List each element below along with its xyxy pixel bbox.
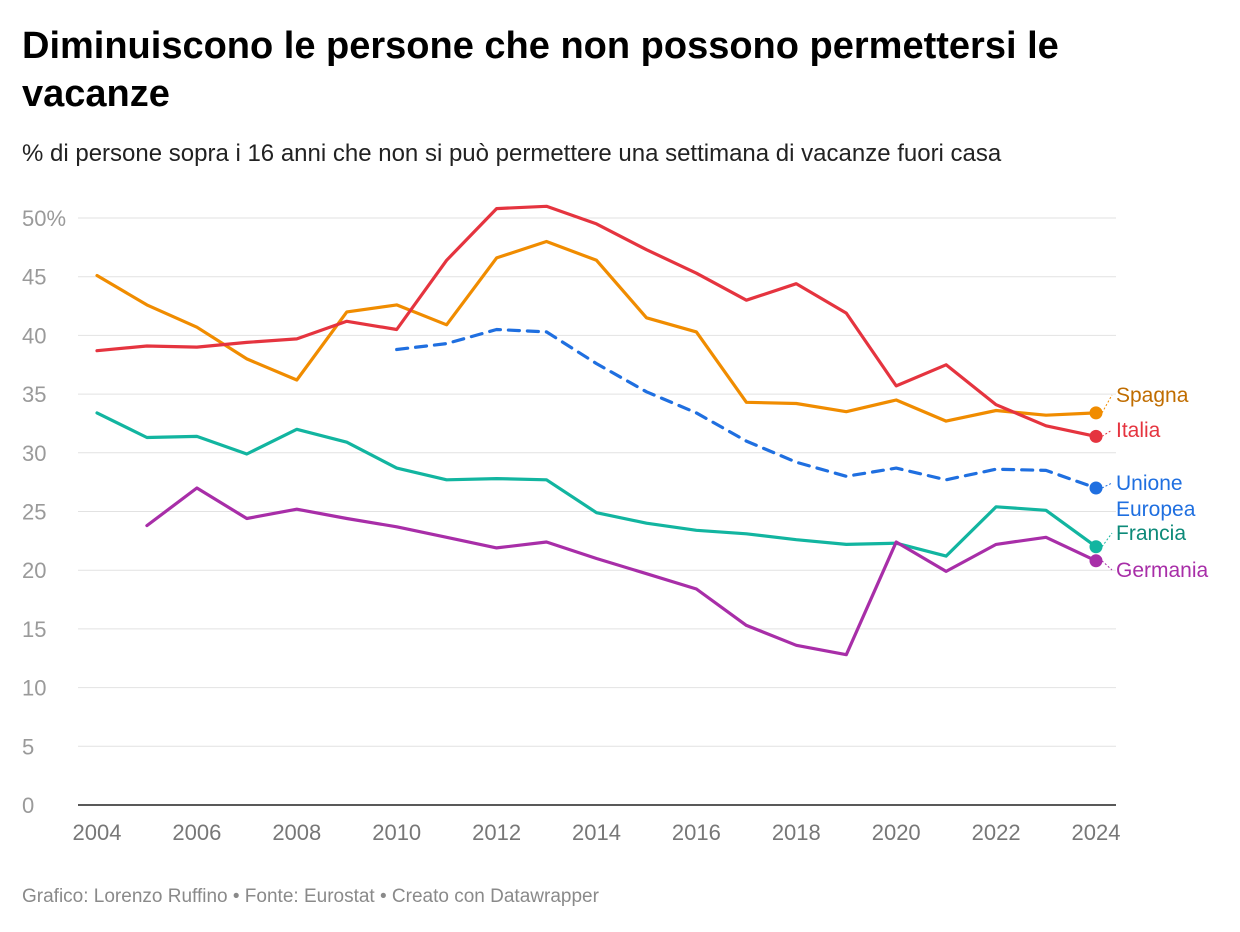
x-tick-label: 2004 bbox=[73, 820, 122, 845]
end-point-italia bbox=[1089, 429, 1103, 443]
label-connector bbox=[1101, 560, 1113, 571]
series-label-unione-europea: Unione bbox=[1116, 472, 1183, 495]
label-connector bbox=[1101, 429, 1113, 437]
x-tick-label: 2016 bbox=[672, 820, 721, 845]
series-label-italia: Italia bbox=[1116, 419, 1161, 442]
series-line-germania bbox=[145, 486, 1098, 657]
x-axis-ticks: 2004 2006 2008 2010 2012 2014 2016 2018 2020 2022… bbox=[73, 820, 1121, 845]
y-axis-ticks: 0 5 10 15 20 25 30 35 40 45 50% bbox=[22, 206, 66, 818]
series-line-spagna bbox=[95, 239, 1098, 423]
end-point-unione-europea bbox=[1089, 481, 1103, 495]
y-tick-label: 30 bbox=[22, 441, 46, 466]
chart-title: Diminuiscono le persone che non possono … bbox=[22, 25, 1059, 115]
x-tick-label: 2010 bbox=[372, 820, 421, 845]
series-line-italia bbox=[95, 204, 1098, 438]
x-tick-label: 2018 bbox=[772, 820, 821, 845]
series-label-germania: Germania bbox=[1116, 559, 1209, 582]
series-label-unione-europea: Europea bbox=[1116, 498, 1196, 521]
y-tick-label: 15 bbox=[22, 617, 46, 642]
source-footer: Grafico: Lorenzo Ruffino • Fonte: Eurost… bbox=[22, 886, 599, 907]
y-tick-label: 50% bbox=[22, 206, 66, 231]
label-connector bbox=[1101, 482, 1113, 489]
y-tick-label: 25 bbox=[22, 500, 46, 525]
series-label-francia: Francia bbox=[1116, 522, 1186, 545]
end-point-francia bbox=[1089, 540, 1103, 554]
x-tick-label: 2022 bbox=[972, 820, 1021, 845]
x-tick-label: 2020 bbox=[872, 820, 921, 845]
series-line-francia bbox=[95, 411, 1098, 558]
y-tick-label: 5 bbox=[22, 734, 34, 759]
series-line-unione-europea bbox=[395, 327, 1098, 490]
y-tick-label: 0 bbox=[22, 793, 34, 818]
label-connector bbox=[1101, 532, 1113, 548]
y-tick-label: 10 bbox=[22, 676, 46, 701]
end-point-germania bbox=[1089, 554, 1103, 568]
chart-subtitle: % di persone sopra i 16 anni che non si … bbox=[22, 140, 1002, 167]
series-label-spagna: Spagna bbox=[1116, 384, 1189, 407]
x-tick-label: 2008 bbox=[272, 820, 321, 845]
x-tick-label: 2014 bbox=[572, 820, 621, 845]
end-point-spagna bbox=[1089, 406, 1103, 420]
x-tick-label: 2024 bbox=[1072, 820, 1121, 845]
y-tick-label: 35 bbox=[22, 382, 46, 407]
x-tick-label: 2006 bbox=[172, 820, 221, 845]
label-connector bbox=[1101, 394, 1113, 414]
y-tick-label: 40 bbox=[22, 323, 46, 348]
y-tick-label: 45 bbox=[22, 265, 46, 290]
x-tick-label: 2012 bbox=[472, 820, 521, 845]
y-tick-label: 20 bbox=[22, 558, 46, 583]
series-lines bbox=[95, 204, 1103, 657]
